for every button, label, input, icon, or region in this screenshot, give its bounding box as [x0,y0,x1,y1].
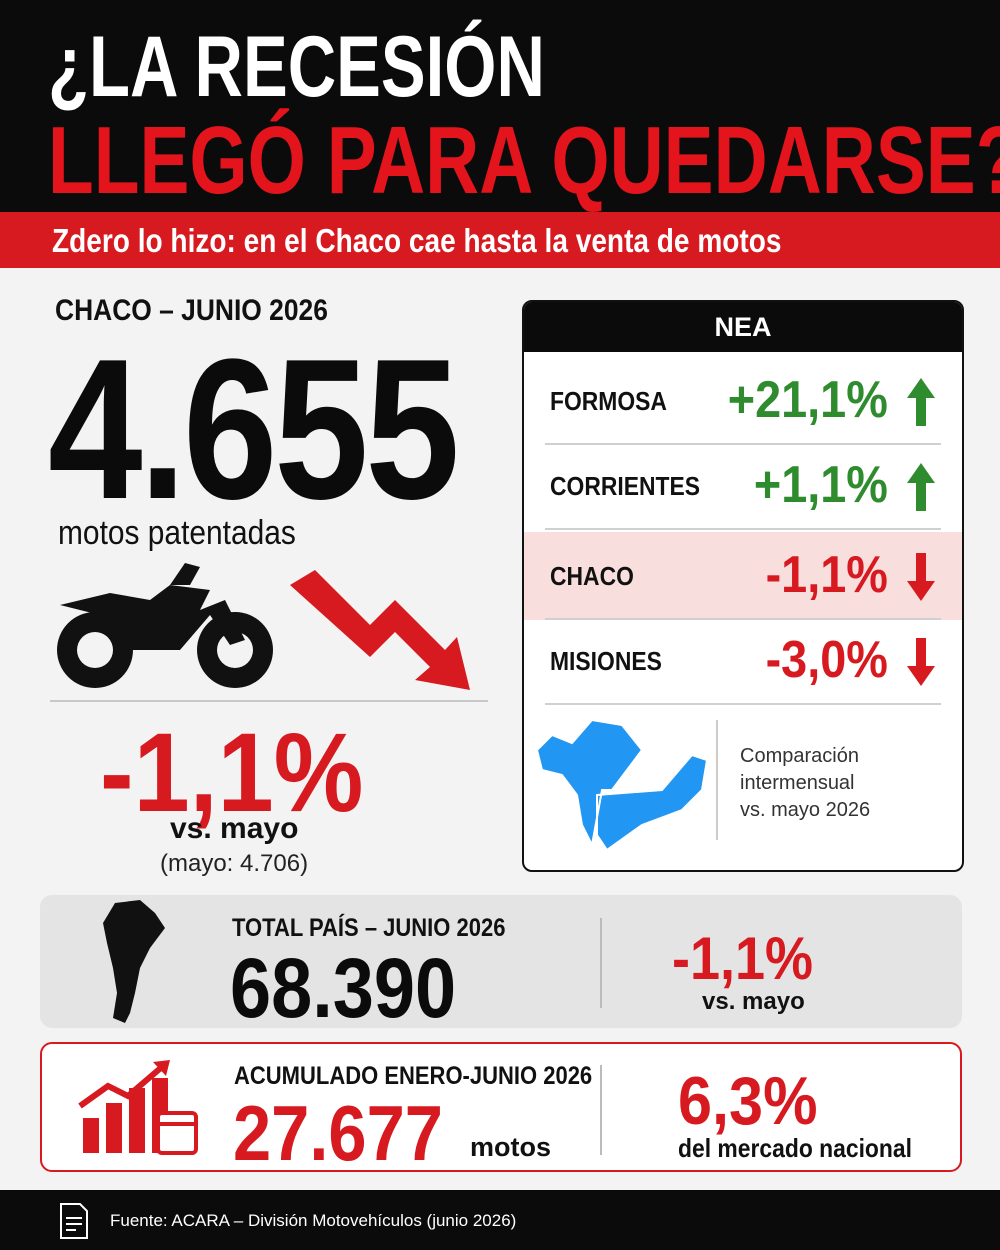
divider [50,700,488,702]
region-change: -3,0% [765,631,888,689]
region-name: FORMOSA [550,386,667,416]
argentina-map [103,900,165,1023]
footer [0,1190,1000,1250]
accumulated-unit: motos [470,1132,551,1162]
chaco-previous: (mayo: 4.706) [160,850,309,877]
accumulated-label: ACUMULADO ENERO-JUNIO 2026 [234,1062,593,1090]
note-line: intermensual [740,772,855,794]
divider [600,918,602,1008]
accumulated-value: 27.677 [233,1089,443,1177]
down-arrow [907,553,935,601]
total-change-note: vs. mayo [702,988,805,1015]
subtitle-band [0,212,1000,268]
total-card [40,895,962,1028]
nea-map [535,718,709,852]
accumulated-share-note: del mercado nacional [678,1133,912,1163]
title-line2: LLEGÓ PARA QUEDARSE? [48,107,1000,214]
chaco-label: CHACO – JUNIO 2026 [55,294,328,327]
up-arrow [907,463,935,511]
note-line: Comparación [740,745,859,767]
accumulated-share: 6,3% [678,1063,818,1139]
motorcycle-icon [57,563,273,688]
chaco-unit: motos patentadas [58,514,296,552]
region-change: -1,1% [765,546,888,604]
divider [716,720,718,840]
chaco-value: 4.655 [48,318,460,541]
chart-icon [78,1060,198,1155]
highlight-row [524,532,962,620]
region-name: CHACO [550,561,634,591]
nea-title: NEA [714,312,772,342]
chaco-change: -1,1% [100,710,364,835]
header [0,0,1000,212]
nea-note: Comparación intermensual vs. mayo 2026 [740,743,870,824]
region-name: MISIONES [550,646,662,676]
divider [600,1065,602,1155]
down-arrow [290,570,470,690]
row-divider [545,703,941,705]
region-change: +21,1% [727,371,888,429]
row-divider [545,528,941,530]
subtitle: Zdero lo hizo: en el Chaco cae hasta la … [52,222,782,259]
total-value: 68.390 [230,941,457,1035]
row-divider [545,443,941,445]
row-divider [545,618,941,620]
region-name: CORRIENTES [550,471,701,501]
title-line1: ¿LA RECESIÓN [48,19,545,115]
chaco-change-note: vs. mayo [170,812,299,845]
note-line: vs. mayo 2026 [740,799,871,821]
document-icon [60,1203,88,1239]
footer-source: Fuente: ACARA – División Motovehículos (… [110,1211,517,1230]
region-change: +1,1% [753,456,888,514]
nea-header [524,302,962,352]
total-label: TOTAL PAÍS – JUNIO 2026 [232,914,506,942]
total-change: -1,1% [672,925,814,992]
down-arrow [907,638,935,686]
up-arrow [907,378,935,426]
